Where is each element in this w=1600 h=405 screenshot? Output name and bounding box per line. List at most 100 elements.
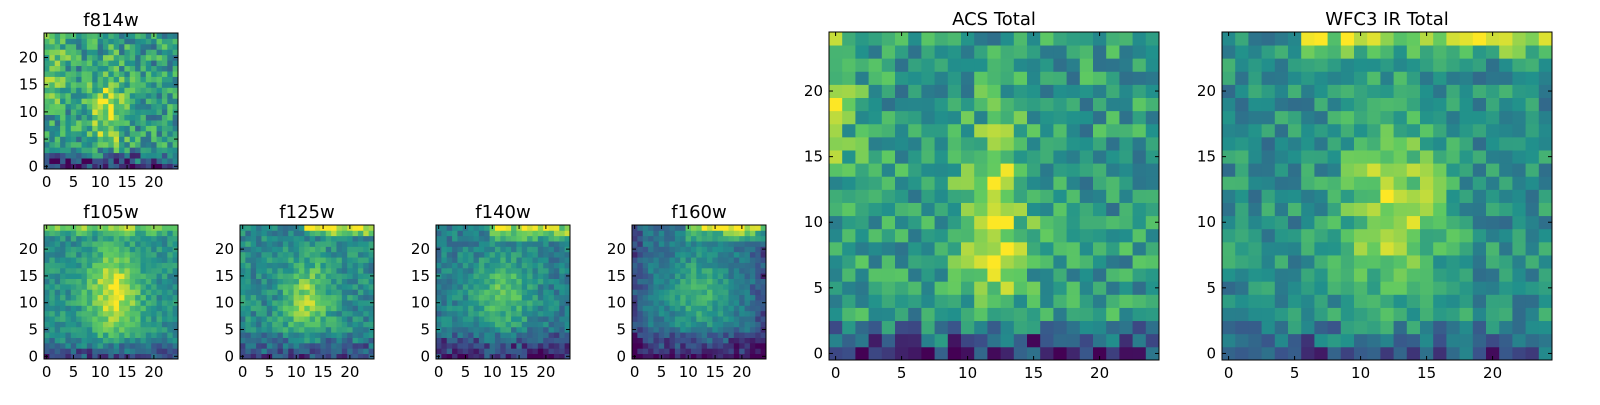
heatmap-cell [1119, 58, 1133, 72]
heatmap-cell [1472, 150, 1487, 164]
heatmap-cell [685, 283, 692, 290]
heatmap-cell [102, 273, 109, 279]
heatmap-cell [553, 230, 560, 237]
heatmap-cell [352, 278, 359, 285]
heatmap-cell [452, 305, 458, 312]
heatmap-cell [161, 332, 168, 338]
heatmap-cell [357, 235, 364, 242]
heatmap-cell [102, 310, 109, 317]
heatmap-cell [298, 251, 305, 258]
heatmap-cell [548, 241, 555, 247]
heatmap-cell [548, 294, 555, 301]
heatmap-cell [49, 278, 56, 285]
heatmap-cell [309, 326, 316, 333]
heatmap-cell [145, 316, 152, 322]
heatmap-cell [172, 289, 179, 296]
heatmap-cell [60, 316, 66, 322]
heatmap-cell [527, 326, 533, 333]
heatmap-cell [357, 283, 364, 290]
heatmap-cell [548, 289, 555, 296]
heatmap-cell [135, 33, 141, 39]
heatmap-cell [1222, 71, 1236, 85]
heatmap-cell [102, 98, 109, 105]
heatmap-cell [1406, 163, 1421, 177]
heatmap-cell [266, 273, 273, 279]
heatmap-cell [1406, 346, 1421, 361]
heatmap-cell [161, 103, 168, 110]
heatmap-cell [462, 310, 469, 317]
heatmap-cell [108, 230, 115, 237]
heatmap-cell [723, 267, 729, 274]
heatmap-cell [347, 283, 353, 290]
heatmap-cell [755, 294, 762, 301]
heatmap-cell [65, 125, 72, 132]
heatmap-cell [749, 235, 756, 242]
heatmap-cell [1472, 189, 1487, 203]
x-tick-label: 5 [69, 363, 79, 381]
heatmap-cell [167, 225, 174, 231]
heatmap-cell [256, 230, 262, 237]
heatmap-cell [140, 130, 147, 137]
heatmap-cell [548, 332, 555, 338]
heatmap-cell [1486, 307, 1500, 322]
heatmap-cell [119, 316, 125, 322]
heatmap-cell [1027, 84, 1041, 98]
heatmap-cell [113, 337, 120, 344]
heatmap-cell [293, 326, 300, 333]
heatmap-cell [728, 294, 735, 301]
heatmap-cell [341, 267, 348, 274]
heatmap-cell [124, 235, 131, 242]
heatmap-cell [240, 310, 246, 317]
heatmap-cell [1053, 333, 1067, 348]
heatmap-cell [1079, 123, 1094, 138]
heatmap-cell [1459, 176, 1474, 190]
heatmap-cell [1433, 241, 1447, 256]
heatmap-cell [685, 300, 692, 306]
x-tick-label: 0 [434, 363, 444, 381]
heatmap-cell [266, 316, 273, 322]
heatmap-cell [868, 241, 883, 256]
heatmap-cell [1093, 176, 1107, 190]
heatmap-cell [1248, 228, 1262, 243]
heatmap-cell [261, 342, 268, 349]
heatmap-cell [1013, 150, 1028, 164]
heatmap-cell [156, 273, 163, 279]
heatmap-cell [1053, 268, 1067, 282]
heatmap-cell [1512, 241, 1526, 256]
heatmap-cell [140, 71, 147, 77]
heatmap-cell [1512, 281, 1526, 295]
heatmap-cell [97, 136, 104, 143]
heatmap-cell [156, 136, 163, 143]
heatmap-cell [744, 262, 751, 269]
heatmap-cell [690, 348, 697, 355]
heatmap-cell [65, 81, 72, 88]
heatmap-cell [272, 332, 278, 338]
heatmap-cell [172, 130, 179, 137]
heatmap-cell [282, 257, 289, 263]
heatmap-cell [266, 230, 273, 237]
heatmap-cell [65, 326, 72, 333]
heatmap-cell [701, 348, 708, 355]
heatmap-cell [65, 278, 72, 285]
heatmap-cell [1000, 307, 1015, 322]
heatmap-cell [462, 337, 469, 344]
heatmap-cell [49, 71, 56, 77]
heatmap-cell [250, 305, 257, 312]
heatmap-cell [86, 251, 93, 258]
heatmap-cell [723, 289, 729, 296]
heatmap-cell [632, 332, 638, 338]
heatmap-cell [717, 278, 724, 285]
heatmap-cell [855, 58, 869, 72]
heatmap-cell [102, 337, 109, 344]
heatmap-cell [755, 289, 762, 296]
heatmap-cell [240, 294, 246, 301]
heatmap-cell [161, 235, 168, 242]
heatmap-cell [728, 273, 735, 279]
heatmap-cell [749, 332, 756, 338]
heatmap-cell [161, 278, 168, 285]
heatmap-cell [92, 321, 98, 328]
heatmap-cell [272, 267, 278, 274]
heatmap-cell [537, 251, 544, 258]
heatmap-cell [1132, 333, 1147, 348]
heatmap-cell [156, 120, 163, 126]
